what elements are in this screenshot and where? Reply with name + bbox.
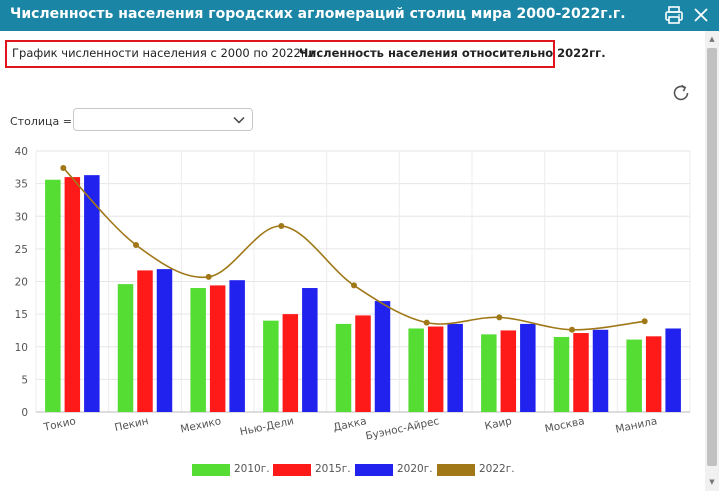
x-tick-label: Буэнос-Айрес xyxy=(364,415,440,442)
bar-2010-2 xyxy=(190,288,206,412)
bar-2015-6 xyxy=(500,330,517,412)
line-point-2 xyxy=(205,273,212,280)
tab-population-relative[interactable]: Численность населения относительно 2022г… xyxy=(299,46,606,60)
bar-2020-4 xyxy=(374,301,391,412)
bar-2015-3 xyxy=(282,314,299,412)
legend-swatch xyxy=(192,464,230,476)
title-bar: Численность населения городских агломера… xyxy=(0,0,719,31)
x-tick-label: Москва xyxy=(544,415,586,435)
bar-2010-1 xyxy=(117,284,134,412)
printer-icon[interactable] xyxy=(663,4,685,26)
chevron-down-icon xyxy=(233,116,245,124)
legend-label: 2010г. xyxy=(234,463,270,475)
line-point-4 xyxy=(351,282,357,289)
legend-label: 2020г. xyxy=(397,463,433,475)
bar-2010-4 xyxy=(335,323,352,412)
bar-2020-5 xyxy=(447,323,463,412)
bar-2020-6 xyxy=(520,323,536,412)
line-point-6 xyxy=(496,314,503,321)
x-tick-label: Дакка xyxy=(332,415,368,434)
bar-2010-8 xyxy=(626,339,642,412)
capital-filter-label: Столица = xyxy=(10,115,72,128)
bar-2010-7 xyxy=(553,336,570,412)
bar-2020-1 xyxy=(156,269,173,412)
x-tick-label: Манила xyxy=(614,415,658,436)
tab-strip: График численности населения с 2000 по 2… xyxy=(5,40,606,68)
line-point-3 xyxy=(278,223,285,230)
line-point-1 xyxy=(133,241,139,248)
y-tick-label: 10 xyxy=(15,342,28,354)
scrollbar-thumb[interactable] xyxy=(707,48,717,466)
scroll-down-icon[interactable]: ▼ xyxy=(709,478,715,486)
refresh-icon[interactable] xyxy=(670,82,692,104)
bar-2015-1 xyxy=(137,270,153,412)
chart-legend: 2010г. 2015г. 2020г. 2022г. xyxy=(0,462,705,478)
legend-swatch xyxy=(355,464,393,476)
bar-2015-4 xyxy=(355,315,371,412)
legend-swatch xyxy=(273,464,311,476)
line-point-0 xyxy=(60,164,67,171)
x-tick-label: Нью-Дели xyxy=(239,415,295,438)
y-tick-label: 5 xyxy=(21,374,28,386)
bar-2015-7 xyxy=(573,333,589,412)
y-tick-label: 20 xyxy=(15,277,28,289)
legend-swatch xyxy=(437,464,475,476)
bar-2015-2 xyxy=(209,285,226,412)
x-tick-label: Мехико xyxy=(179,415,222,435)
bar-2010-5 xyxy=(408,328,424,412)
scroll-up-icon[interactable]: ▲ xyxy=(709,35,715,43)
y-tick-label: 30 xyxy=(15,211,28,223)
y-tick-label: 25 xyxy=(15,244,28,256)
bar-2020-8 xyxy=(665,328,681,412)
legend-label: 2015г. xyxy=(315,463,351,475)
window-title: Численность населения городских агломера… xyxy=(10,6,626,22)
bar-2015-8 xyxy=(645,336,662,412)
bar-2010-6 xyxy=(481,334,497,412)
bar-2010-0 xyxy=(45,179,61,412)
bar-2015-0 xyxy=(64,177,81,412)
y-tick-label: 0 xyxy=(21,407,28,419)
line-point-7 xyxy=(569,326,575,333)
bar-2020-3 xyxy=(302,288,318,412)
bar-2020-0 xyxy=(84,175,100,412)
bar-2020-7 xyxy=(592,329,609,412)
bar-2015-5 xyxy=(427,326,444,412)
population-chart: 0 5 10 15 20 25 30 35 40 Токио Пекин Мехико Нью-Дели… xyxy=(15,146,691,443)
capital-select[interactable] xyxy=(73,108,253,131)
bar-2010-3 xyxy=(263,320,279,412)
x-tick-label: Каир xyxy=(484,415,514,432)
legend-label: 2022г. xyxy=(479,463,515,475)
y-tick-label: 35 xyxy=(15,179,28,191)
line-point-5 xyxy=(423,319,430,326)
close-icon[interactable] xyxy=(690,4,712,26)
x-tick-label: Токио xyxy=(42,415,77,434)
x-tick-label: Пекин xyxy=(113,415,149,434)
y-tick-label: 15 xyxy=(15,309,28,321)
y-tick-label: 40 xyxy=(15,146,28,158)
tab-population-graph[interactable]: График численности населения с 2000 по 2… xyxy=(12,46,321,60)
bar-2020-2 xyxy=(229,280,245,412)
line-point-8 xyxy=(641,318,648,325)
line-series-2022 xyxy=(62,167,645,331)
